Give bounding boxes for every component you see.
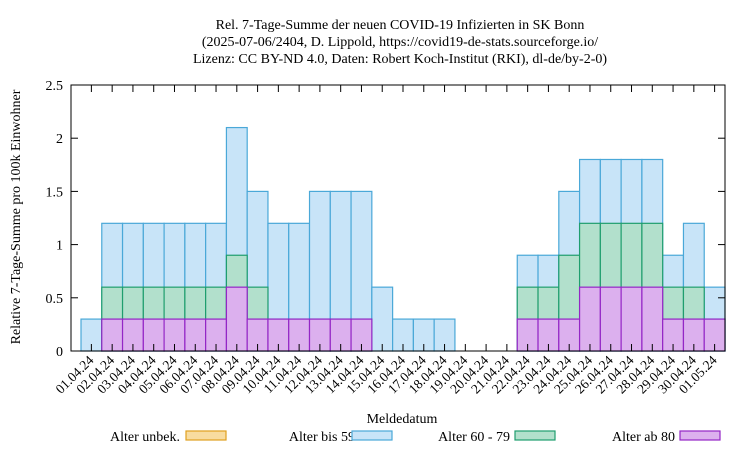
x-axis-label: Meldedatum	[367, 412, 438, 427]
bar-alter-ab-80	[225, 286, 248, 352]
x-axis-ticks: 01.04.2402.04.2403.04.2404.04.2405.04.24…	[52, 85, 720, 397]
legend-label: Alter bis 59	[289, 430, 355, 445]
y-tick-label: 2.5	[46, 79, 64, 94]
legend-swatch	[514, 430, 556, 441]
plot-frame	[70, 84, 726, 352]
bar-alter-ab-80	[578, 286, 601, 352]
y-tick-label: 2	[56, 132, 63, 147]
legend: Alter unbek. Alter bis 59 Alter 60 - 79 Alt…	[110, 430, 721, 445]
legend-swatch	[679, 430, 721, 441]
bar-alter-bis-59	[371, 286, 394, 352]
legend-label: Alter ab 80	[612, 430, 675, 445]
legend-label: Alter unbek.	[110, 430, 180, 445]
legend-swatch	[185, 430, 227, 441]
legend-swatch	[351, 430, 393, 441]
y-tick-label: 1	[56, 239, 63, 254]
chart-title-line: Lizenz: CC BY-ND 4.0, Daten: Robert Koch…	[193, 52, 607, 67]
legend-label: Alter 60 - 79	[438, 430, 510, 445]
chart-title-line: Rel. 7-Tage-Summe der neuen COVID-19 Inf…	[216, 18, 585, 33]
chart-title-line: (2025-07-06/2404, D. Lippold, https://co…	[202, 35, 598, 50]
bar-alter-ab-80	[620, 286, 643, 352]
bar-alter-ab-80	[641, 286, 664, 352]
y-tick-label: 0	[56, 345, 63, 360]
y-axis-ticks: 0 0.5 1 1.5 2 2.5	[46, 79, 725, 360]
y-tick-label: 0.5	[46, 292, 64, 307]
y-axis-label: Relative 7-Tage-Summe pro 100k Einwohner	[9, 89, 24, 344]
chart-title: Rel. 7-Tage-Summe der neuen COVID-19 Inf…	[193, 18, 607, 67]
axes	[70, 84, 726, 352]
bar-alter-ab-80	[599, 286, 622, 352]
bars	[80, 126, 726, 352]
y-tick-label: 1.5	[46, 185, 64, 200]
